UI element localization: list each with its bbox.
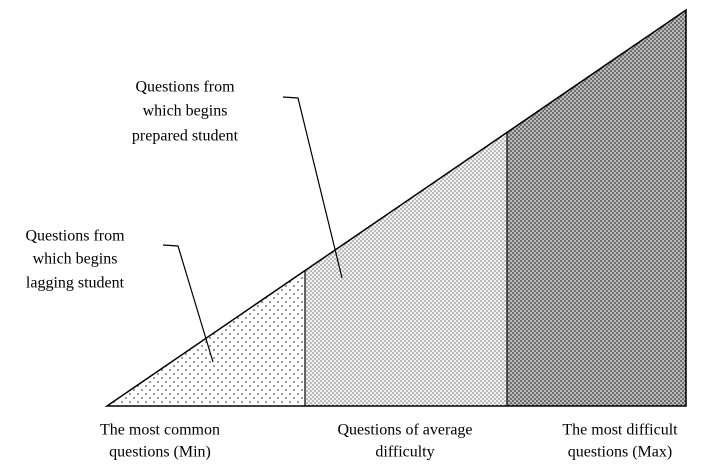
level-label: The most difficult (562, 422, 678, 439)
region-average (305, 132, 507, 406)
triangle (104, 8, 687, 407)
level-label: questions (Min) (109, 444, 211, 461)
annotation: prepared student (132, 128, 239, 145)
leader-line (282, 96, 343, 279)
annotation: Questions from (135, 79, 235, 96)
annotation: lagging student (26, 275, 125, 292)
region-difficult (507, 10, 686, 406)
level-label: difficulty (375, 444, 434, 461)
annotation: which begins (33, 251, 118, 268)
leader-line (162, 244, 214, 363)
annotation: which begins (143, 103, 228, 120)
level-label: Questions of average (337, 422, 472, 439)
level-label: questions (Max) (568, 444, 672, 461)
annotation: Questions from (25, 228, 125, 245)
level-label: The most common (100, 422, 220, 439)
